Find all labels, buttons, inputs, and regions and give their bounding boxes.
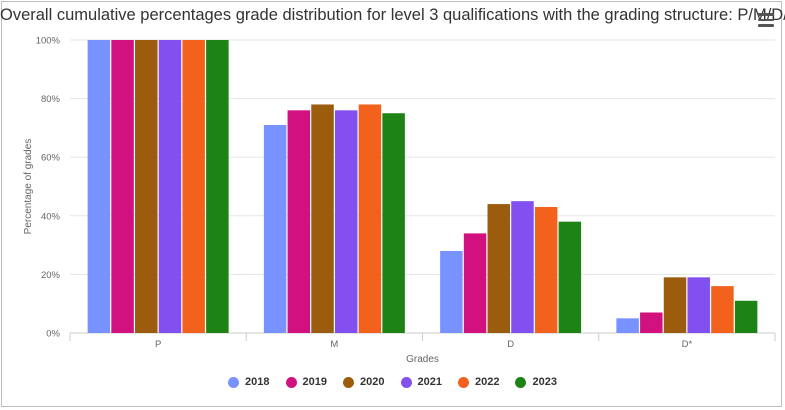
legend-item-2023[interactable]: 2023 <box>515 376 557 388</box>
legend-dot-icon <box>457 376 469 388</box>
bar-2023-D* <box>734 300 758 333</box>
x-tick-label: M <box>330 339 338 350</box>
legend-label: 2022 <box>474 376 500 388</box>
bar-2023-D <box>558 221 582 333</box>
bar-2018-M <box>263 124 287 333</box>
bar-2022-P <box>182 40 205 333</box>
legend-item-2019[interactable]: 2019 <box>285 376 328 388</box>
bar-2022-M <box>358 104 382 334</box>
x-tick-label: P <box>155 339 161 350</box>
bar-2020-D <box>487 204 511 333</box>
bar-2022-D <box>534 207 558 333</box>
x-tick-label: D* <box>682 339 693 350</box>
legend-dot-icon <box>343 376 355 388</box>
bar-2018-D <box>440 250 463 333</box>
legend-label: 2023 <box>532 376 557 388</box>
y-tick-label: 20% <box>41 270 61 281</box>
legend-label: 2019 <box>302 376 328 388</box>
y-tick-label: 60% <box>41 153 61 164</box>
legend-dot-icon <box>228 376 240 388</box>
y-tick-label: 100% <box>36 36 61 47</box>
legend-item-2021[interactable]: 2021 <box>400 376 442 388</box>
y-tick-label: 0% <box>46 329 60 340</box>
bar-2018-P <box>87 40 111 333</box>
chart-title: Overall cumulative percentages grade dis… <box>0 6 785 24</box>
bar-2023-M <box>382 113 405 333</box>
bar-2020-P <box>135 40 158 333</box>
bar-2021-P <box>158 40 182 333</box>
legend-dot-icon <box>400 376 412 388</box>
hamburger-menu-icon[interactable] <box>758 13 774 27</box>
legend-item-2018[interactable]: 2018 <box>228 376 270 388</box>
legend-item-2022[interactable]: 2022 <box>457 376 500 388</box>
bar-2021-M <box>334 110 358 333</box>
legend-dot-icon <box>285 376 297 388</box>
bar-2020-M <box>311 104 334 334</box>
bar-2021-D* <box>687 277 710 333</box>
legend-label: 2021 <box>417 376 442 388</box>
legend-dot-icon <box>515 376 527 388</box>
x-axis-label: Grades <box>406 354 439 365</box>
bar-2021-D <box>511 201 534 333</box>
x-tick-label: D <box>507 339 514 350</box>
bar-2022-D* <box>711 286 734 333</box>
bar-2019-D <box>463 233 487 333</box>
legend-item-2020[interactable]: 2020 <box>343 376 385 388</box>
legend-label: 2018 <box>245 376 270 388</box>
bar-chart: 0% 20% 40% 60% 80% 100% Percentage of grades P M… <box>23 36 776 365</box>
y-tick-label: 80% <box>41 94 61 105</box>
legend-label: 2020 <box>360 376 385 388</box>
chart-legend: 2018 2019 2020 2021 2022 2023 <box>0 376 785 388</box>
bar-2019-P <box>111 40 134 333</box>
bar-2019-M <box>287 110 311 333</box>
bar-2023-P <box>206 40 229 333</box>
bar-2019-D* <box>640 312 663 333</box>
bar-2018-D* <box>616 318 639 333</box>
bar-2020-D* <box>663 277 687 333</box>
y-axis-label: Percentage of grades <box>23 139 34 235</box>
y-tick-label: 40% <box>41 211 61 222</box>
